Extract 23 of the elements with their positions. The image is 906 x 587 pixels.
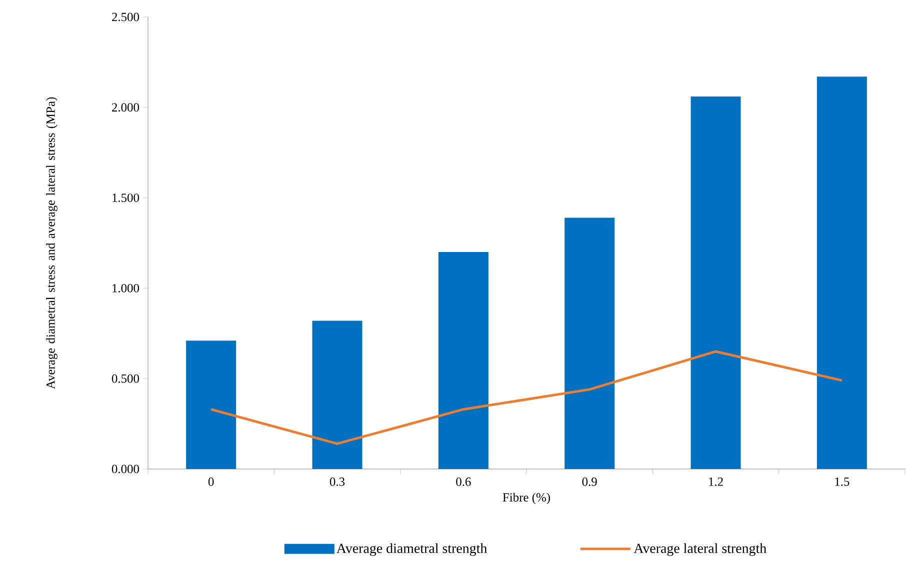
y-tick-label: 1.500 [112, 194, 139, 202]
legend-label: Average diametral strength [336, 543, 488, 556]
legend-label: Average lateral strength [634, 543, 766, 556]
x-tick-label: 0.9 [582, 478, 597, 486]
bar [312, 320, 362, 469]
bar [564, 218, 615, 469]
bar [816, 76, 867, 469]
y-axis-title: Average diametral stress and average lateral stress (MPa) [46, 97, 58, 390]
y-tick-label: 2.500 [112, 12, 139, 22]
bar [690, 96, 741, 469]
y-tick-label: 2.000 [112, 103, 139, 112]
bar [438, 252, 488, 469]
line-series [210, 350, 844, 445]
x-axis-title: Fibre (%) [502, 492, 550, 504]
y-tick-label: 0.000 [112, 464, 139, 474]
x-tick-label: 0.3 [330, 478, 345, 486]
y-tick-label: 0.500 [112, 374, 139, 383]
y-tick-label: 1.000 [112, 284, 139, 292]
x-tick-label: 1.2 [709, 478, 723, 486]
x-tick-label: 1.5 [835, 478, 850, 486]
x-tick-label: 0.6 [456, 478, 471, 486]
bar [186, 340, 236, 469]
x-tick-label: 0 [208, 478, 214, 486]
